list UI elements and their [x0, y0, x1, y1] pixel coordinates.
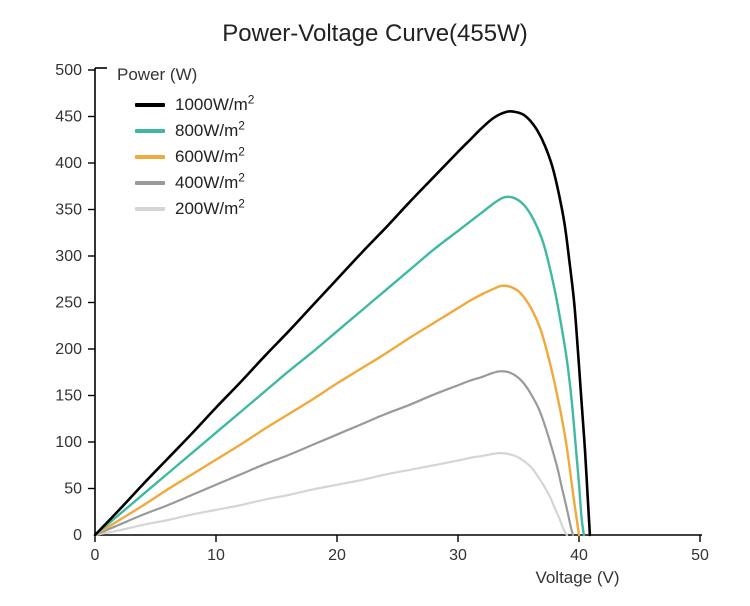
x-tick-label: 0	[91, 547, 100, 564]
y-tick-label: 350	[55, 202, 82, 219]
legend-row: 400W/m2	[135, 170, 254, 196]
pv-chart: Power-Voltage Curve(455W) 01020304050Vol…	[0, 0, 750, 606]
y-tick-label: 50	[64, 481, 82, 498]
legend-label: 200W/m2	[175, 199, 245, 219]
chart-legend: 1000W/m2 800W/m2 600W/m2 400W/m2 200W/m2	[135, 92, 254, 222]
y-tick-label: 400	[55, 155, 82, 172]
legend-swatch	[135, 103, 165, 107]
x-tick-label: 30	[449, 547, 467, 564]
legend-row: 600W/m2	[135, 144, 254, 170]
legend-row: 800W/m2	[135, 118, 254, 144]
legend-label: 400W/m2	[175, 173, 245, 193]
x-tick-label: 50	[691, 547, 709, 564]
legend-row: 200W/m2	[135, 196, 254, 222]
x-tick-label: 20	[328, 547, 346, 564]
legend-row: 1000W/m2	[135, 92, 254, 118]
y-tick-label: 200	[55, 341, 82, 358]
legend-swatch	[135, 207, 165, 211]
legend-label: 800W/m2	[175, 121, 245, 141]
legend-label: 600W/m2	[175, 147, 245, 167]
x-tick-label: 40	[570, 547, 588, 564]
series-line	[95, 453, 567, 535]
series-line	[95, 286, 579, 535]
legend-swatch	[135, 155, 165, 159]
chart-plot: 0 10 20 30 40 50 Voltage (V) 0 50 100 150 200 250 300…	[0, 0, 750, 606]
y-tick-label: 500	[55, 62, 82, 79]
y-tick-label: 100	[55, 434, 82, 451]
y-tick-label: 300	[55, 248, 82, 265]
x-tick-label: 10	[207, 547, 225, 564]
legend-swatch	[135, 129, 165, 133]
y-tick-label: 250	[55, 295, 82, 312]
x-axis-label: Voltage (V)	[535, 568, 619, 587]
legend-label: 1000W/m2	[175, 95, 254, 115]
y-tick-label: 450	[55, 109, 82, 126]
y-tick-label: 0	[73, 527, 82, 544]
legend-swatch	[135, 181, 165, 185]
y-axis-label: Power (W)	[117, 65, 197, 84]
y-tick-label: 150	[55, 388, 82, 405]
